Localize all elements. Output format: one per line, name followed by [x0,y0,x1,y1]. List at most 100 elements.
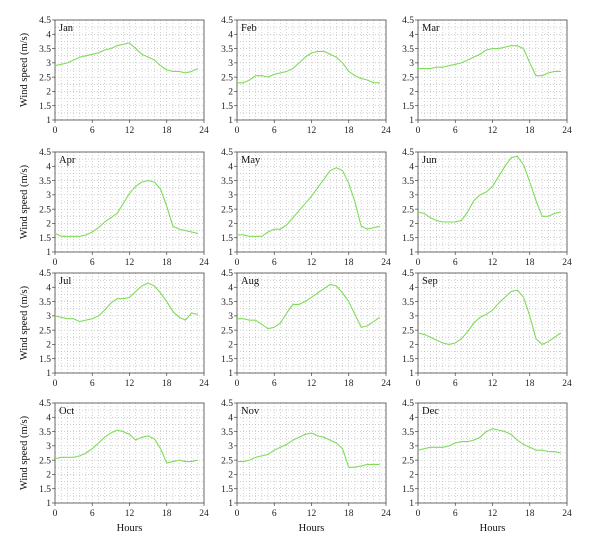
series-line-jan [54,42,199,74]
y-tick-label: 4 [46,30,51,40]
data-point [197,233,198,234]
y-tick-label: 1.5 [39,234,51,244]
data-point [267,454,268,455]
data-point [436,220,437,221]
data-point [116,45,117,46]
x-tick-label: 6 [90,379,95,389]
data-point [243,82,244,83]
y-tick-label: 2 [46,220,51,230]
y-tick-label: 3.5 [402,177,414,187]
x-tick-label: 18 [162,126,172,136]
data-point [172,461,173,462]
y-tick-label: 2.5 [221,326,233,336]
data-point [535,200,536,201]
month-label: Mar [422,23,440,34]
data-point [73,318,74,319]
data-point [535,338,536,339]
y-tick-label: 4.5 [402,269,414,279]
data-point [236,234,237,235]
data-point [336,57,337,58]
data-point [185,230,186,231]
y-tick-label: 3 [228,312,233,322]
y-tick-label: 4.5 [39,148,51,158]
data-point [261,75,262,76]
data-point [249,236,250,237]
y-tick-label: 4 [46,413,51,423]
data-point [523,444,524,445]
data-point [479,54,480,55]
data-point [267,328,268,329]
data-point [179,317,180,318]
y-tick-label: 2.5 [402,456,414,466]
data-point [274,74,275,75]
data-point [479,317,480,318]
panel-jul: 0 6 12 18 24 1 1.5 2 2.5 3 3.5 4 4.5 Jul Wind speed (m… [19,269,209,389]
data-point [511,291,512,292]
data-point [249,320,250,321]
data-point [98,52,99,53]
y-tick-label: 1 [409,499,414,509]
x-tick-label: 6 [272,379,277,389]
data-point [267,77,268,78]
x-tick-label: 12 [307,509,317,519]
y-tick-label: 3 [46,442,51,452]
y-tick-label: 1.5 [39,102,51,112]
data-point [498,48,499,49]
data-point [455,64,456,65]
data-point [243,461,244,462]
data-point [311,297,312,298]
data-point [141,285,142,286]
panel-jun: 0 6 12 18 24 1 1.5 2 2.5 3 3.5 4 4.5 Jun [402,148,572,268]
data-point [54,233,55,234]
data-point [166,462,167,463]
data-point [342,170,343,171]
x-tick-label: 0 [235,509,240,519]
x-tick-label: 18 [525,509,535,519]
panel-jan: 0 6 12 18 24 1 1.5 2 2.5 3 3.5 4 4.5 Jan Wind speed (m… [19,16,209,136]
data-point [498,430,499,431]
x-tick-label: 24 [381,379,391,389]
y-tick-label: 3.5 [402,298,414,308]
y-tick-label: 3.5 [221,45,233,55]
panel-may: 0 6 12 18 24 1 1.5 2 2.5 3 3.5 4 4.5 May [221,148,391,268]
data-point [298,210,299,211]
data-point [342,292,343,293]
data-point [311,196,312,197]
y-tick-label: 4 [228,283,233,293]
y-tick-label: 2 [409,220,414,230]
data-point [560,332,561,333]
y-tick-label: 2 [409,341,414,351]
series-line-aug [237,283,381,330]
data-point [554,451,555,452]
month-label: Jun [422,155,437,166]
y-tick-label: 4 [409,162,414,172]
data-point [179,460,180,461]
data-point [141,54,142,55]
y-tick-label: 3.5 [39,177,51,187]
data-point [373,321,374,322]
data-point [424,68,425,69]
data-point [535,75,536,76]
y-tick-label: 3.5 [39,45,51,55]
data-point [424,213,425,214]
data-point [135,440,136,441]
y-tick-label: 1.5 [39,355,51,365]
data-point [67,318,68,319]
data-point [473,440,474,441]
y-tick-label: 3 [46,59,51,69]
data-point [129,434,130,435]
series-line-oct [54,429,198,464]
data-point [342,448,343,449]
y-tick-label: 1 [46,248,51,258]
y-tick-label: 4.5 [221,399,233,409]
x-tick-label: 24 [562,258,572,268]
panel-nov: 0 6 12 18 24 1 1.5 2 2.5 3 3.5 4 4.5 Nov Hours [221,399,391,534]
y-tick-label: 1 [228,116,233,126]
y-tick-label: 4.5 [221,269,233,279]
data-point [243,234,244,235]
data-point [73,59,74,60]
data-point [148,180,149,181]
data-point [61,457,62,458]
x-tick-label: 12 [488,258,498,268]
